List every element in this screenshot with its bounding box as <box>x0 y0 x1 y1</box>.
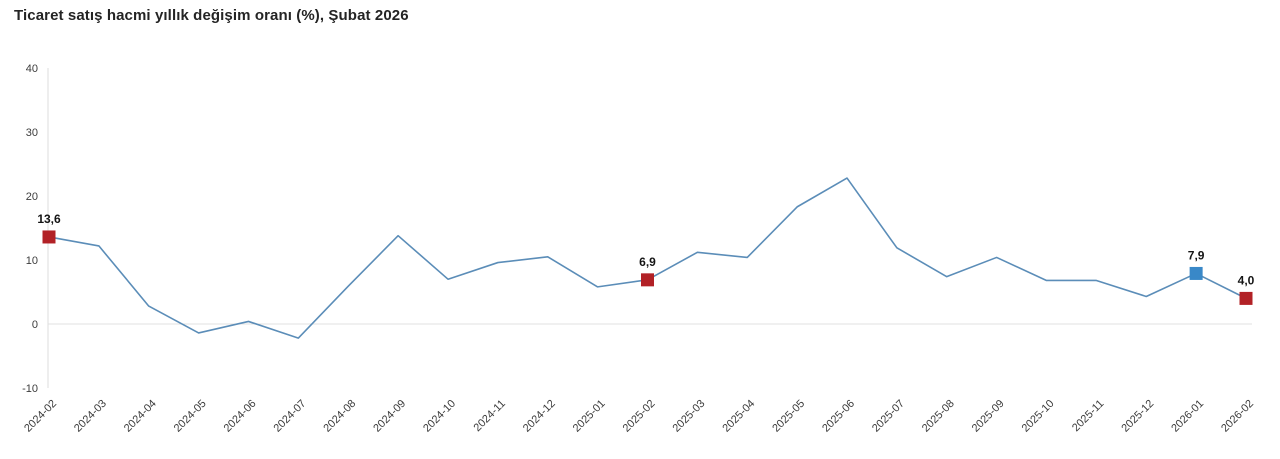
x-axis-tick-label: 2024-12 <box>521 398 558 435</box>
x-axis-tick-label: 2024-03 <box>72 398 109 435</box>
x-axis-tick-label: 2025-12 <box>1119 398 1156 435</box>
x-axis-tick-label: 2024-11 <box>472 398 508 434</box>
x-axis-tick-label: 2025-01 <box>571 398 608 435</box>
highlight-marker-2026-01[interactable] <box>1189 266 1203 280</box>
chart-title: Ticaret satış hacmi yıllık değişim oranı… <box>14 7 409 24</box>
x-axis-tick-label: 2025-07 <box>870 398 907 435</box>
x-axis-tick-label: 2024-09 <box>371 398 408 435</box>
y-axis-tick-label: 20 <box>26 191 38 203</box>
x-axis-tick-label: 2025-02 <box>621 398 658 435</box>
y-axis-tick-label: -10 <box>22 383 38 395</box>
x-axis-tick-label: 2024-10 <box>421 398 458 435</box>
x-axis-tick-label: 2025-04 <box>720 398 757 435</box>
x-axis-tick-label: 2025-03 <box>670 398 707 435</box>
x-axis-tick-label: 2025-08 <box>920 398 957 435</box>
highlight-marker-2026-02[interactable] <box>1239 291 1253 305</box>
y-axis-tick-label: 10 <box>26 255 38 267</box>
x-axis-tick-label: 2024-08 <box>321 398 358 435</box>
y-axis-tick-label: 0 <box>32 319 38 331</box>
x-axis-tick-label: 2025-10 <box>1020 398 1057 435</box>
x-axis-tick-label: 2024-05 <box>172 398 209 435</box>
x-axis-tick-label: 2024-04 <box>122 398 159 435</box>
x-axis-tick-label: 2025-06 <box>820 398 857 435</box>
data-point-label: 7,9 <box>1188 248 1205 262</box>
y-axis-tick-label: 40 <box>26 63 38 75</box>
x-axis-tick-label: 2024-07 <box>271 398 308 435</box>
x-axis-tick-label: 2026-01 <box>1169 398 1206 435</box>
x-axis-tick-label: 2025-11 <box>1070 398 1106 434</box>
highlight-marker-2024-02[interactable] <box>42 230 56 244</box>
y-axis-tick-label: 30 <box>26 127 38 139</box>
data-point-label: 4,0 <box>1238 273 1255 287</box>
x-axis-tick-label: 2024-06 <box>222 398 259 435</box>
x-axis-tick-label: 2026-02 <box>1219 398 1256 435</box>
highlight-marker-2025-02[interactable] <box>641 273 654 287</box>
data-point-label: 6,9 <box>639 255 656 269</box>
x-axis-tick-label: 2025-09 <box>970 398 1007 435</box>
x-axis-tick-label: 2024-02 <box>22 398 59 435</box>
data-point-label: 13,6 <box>37 212 61 226</box>
x-axis-tick-label: 2025-05 <box>770 398 807 435</box>
